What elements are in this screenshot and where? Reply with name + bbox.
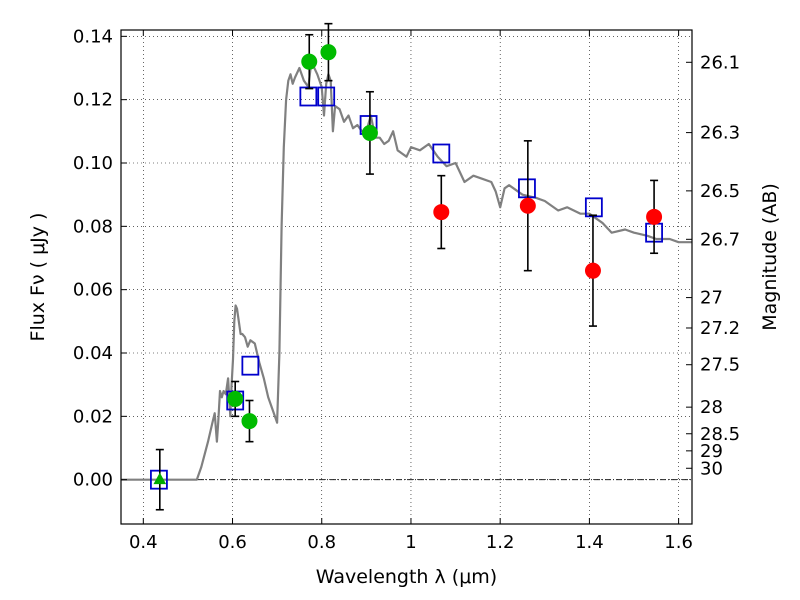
y-tick-label: 0.08 <box>73 216 113 237</box>
x-tick-label: 1.2 <box>486 532 515 553</box>
model-photometry-point <box>299 86 318 107</box>
right-tick-label: 26.1 <box>700 52 740 73</box>
right-tick-label: 30 <box>700 458 723 479</box>
y-tick-label: 0.02 <box>73 406 113 427</box>
model-spectrum-line <box>121 63 692 481</box>
x-axis-ticks: 0.4 0.6 0.8 1 1.2 1.4 1.6 <box>129 30 693 553</box>
y-tick-label: 0.10 <box>73 153 113 174</box>
right-tick-label: 28.5 <box>700 424 740 445</box>
right-axis-label: Magnitude (AB) <box>759 183 781 331</box>
y-axis-label: Flux Fν ( μJy ) <box>27 213 49 342</box>
y-tick-label: 0.14 <box>73 26 113 47</box>
plot-frame <box>120 29 693 525</box>
data-series <box>121 22 692 511</box>
model-photometry-point <box>432 143 451 164</box>
model-photometry-point <box>584 197 603 218</box>
right-tick-label: 26.5 <box>700 181 740 202</box>
observed-flux-point <box>519 197 536 214</box>
right-tick-label: 29 <box>700 441 723 462</box>
y-tick-label: 0.00 <box>73 470 113 491</box>
right-tick-label: 26.7 <box>700 229 740 250</box>
model-photometry-point <box>150 469 168 490</box>
observed-flux-point <box>320 44 337 61</box>
observed-flux-point <box>584 262 601 279</box>
right-tick-label: 27.2 <box>700 318 740 339</box>
upper-limit-point <box>153 472 167 485</box>
x-tick-label: 1 <box>405 532 416 553</box>
y-axis-ticks: 0.00 0.02 0.04 0.06 0.08 0.10 0.12 0.14 <box>73 26 127 491</box>
right-tick-label: 27.5 <box>700 355 740 376</box>
right-tick-label: 27 <box>700 288 723 309</box>
observed-flux-point <box>646 208 663 225</box>
observed-flux-point <box>301 53 318 70</box>
x-axis-label: Wavelength λ (μm) <box>316 566 497 588</box>
model-photometry-point <box>518 178 536 199</box>
y-tick-label: 0.12 <box>73 90 113 111</box>
y-tick-label: 0.06 <box>73 280 113 301</box>
observed-flux-point <box>433 204 450 221</box>
right-tick-label: 28 <box>700 397 723 418</box>
model-photometry-point <box>241 355 260 376</box>
x-tick-label: 0.4 <box>129 532 158 553</box>
x-tick-label: 0.6 <box>218 532 247 553</box>
right-tick-label: 26.3 <box>700 123 740 144</box>
model-photometry-point <box>317 86 336 107</box>
x-tick-label: 1.4 <box>575 532 604 553</box>
observed-flux-point <box>361 124 378 141</box>
y-tick-label: 0.04 <box>73 343 113 364</box>
observed-flux-point <box>227 390 244 407</box>
x-tick-label: 1.6 <box>664 532 693 553</box>
x-tick-label: 0.8 <box>307 532 336 553</box>
observed-flux-point <box>241 413 258 430</box>
